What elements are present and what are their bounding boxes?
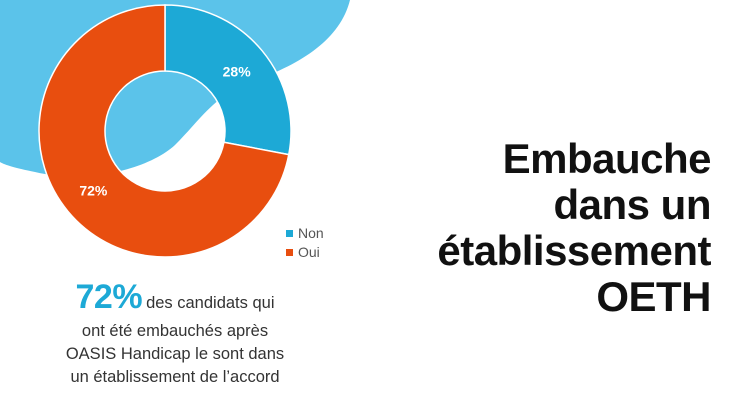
caption-line-3: OASIS Handicap le sont dans [65, 345, 285, 363]
caption: 72% des candidats qui ont été embauchés … [40, 280, 310, 389]
caption-line-1: 72% des candidats qui [40, 280, 310, 320]
legend-label-non: Non [298, 225, 324, 241]
title-line-4: OETH [596, 273, 711, 320]
title-line-3: établissement [437, 227, 711, 274]
donut-slices [38, 4, 292, 258]
title-line-2: dans un [553, 181, 711, 228]
title-line-1: Embauche [502, 135, 712, 182]
chart-legend: Non Oui [286, 224, 324, 262]
donut-slice-labels: 28% 72% [79, 64, 251, 199]
caption-line-2: ont été embauchés après [81, 322, 269, 340]
caption-highlight-percent: 72% [75, 278, 143, 316]
donut-hole [106, 72, 225, 191]
donut-slice-oui [38, 4, 290, 258]
legend-label-oui: Oui [298, 244, 320, 260]
donut-label-non: 28% [223, 64, 252, 80]
legend-item-non: Non [286, 224, 324, 243]
legend-swatch-non [286, 230, 293, 237]
caption-line-4: un établissement de l’accord [70, 368, 280, 386]
page-title: Embauche dans un établissement OETH [381, 136, 711, 320]
donut-label-oui: 72% [79, 182, 108, 198]
donut-slice-non [164, 4, 292, 156]
legend-swatch-oui [286, 249, 293, 256]
legend-item-oui: Oui [286, 243, 324, 262]
caption-line-1-text: des candidats qui [146, 294, 275, 312]
